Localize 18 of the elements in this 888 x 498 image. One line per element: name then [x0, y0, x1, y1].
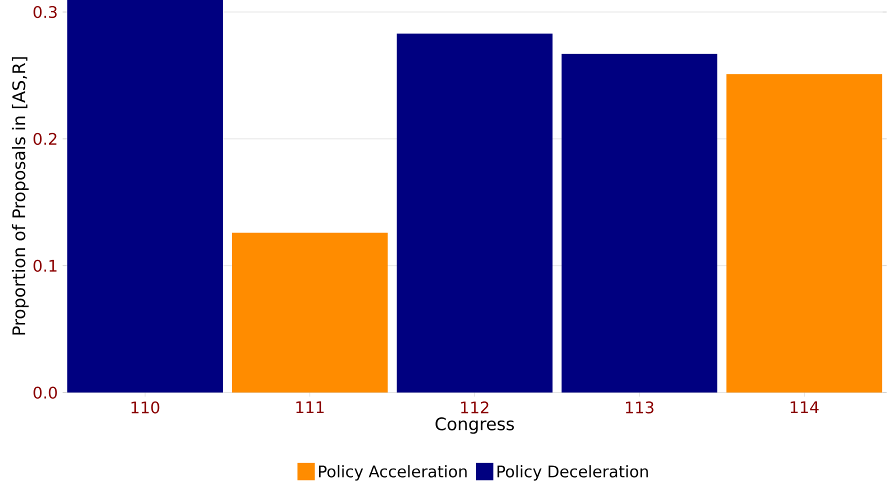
bar [67, 0, 223, 393]
y-tick-label: 0.2 [34, 132, 56, 145]
y-tick-label: 0.1 [34, 260, 56, 272]
y-axis-title: Proportion of Proposals in [AS,R] [12, 57, 29, 335]
bar [562, 54, 718, 393]
legend-label: Policy Acceleration [319, 465, 467, 481]
x-tick-label: 114 [790, 401, 819, 414]
x-tick-label: 111 [296, 401, 324, 414]
x-tick-label: 113 [626, 401, 654, 414]
y-tick-label: 0.0 [34, 386, 57, 399]
legend-label: Policy Deceleration [498, 465, 648, 481]
y-tick-label: 0.3 [34, 6, 57, 18]
x-tick-label: 110 [132, 401, 160, 414]
bar [726, 74, 882, 393]
x-axis-title: Congress [436, 417, 514, 434]
bar [232, 232, 388, 393]
bar [396, 34, 553, 393]
x-tick-label: 112 [461, 401, 488, 414]
